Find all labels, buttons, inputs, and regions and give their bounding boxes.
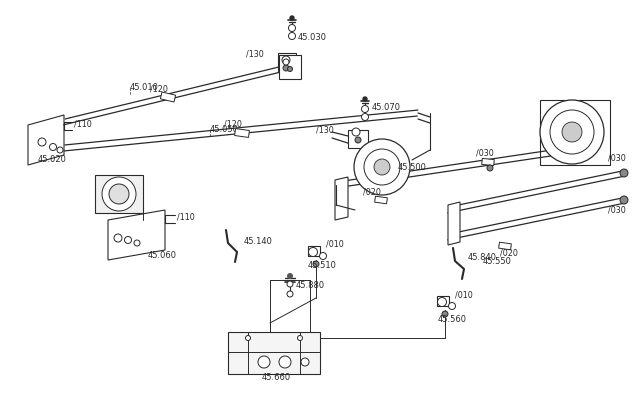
Circle shape — [134, 240, 140, 246]
Circle shape — [540, 100, 604, 164]
Circle shape — [287, 291, 293, 297]
Circle shape — [283, 59, 289, 65]
Polygon shape — [160, 92, 176, 102]
Circle shape — [320, 252, 327, 260]
Circle shape — [109, 184, 129, 204]
Circle shape — [487, 165, 493, 171]
Circle shape — [354, 139, 410, 195]
Text: /030: /030 — [476, 148, 494, 158]
Polygon shape — [235, 128, 249, 138]
Circle shape — [449, 302, 455, 310]
Bar — [348, 130, 368, 148]
Polygon shape — [540, 100, 610, 165]
Circle shape — [246, 336, 251, 340]
Circle shape — [114, 234, 122, 242]
Text: 45.140: 45.140 — [244, 238, 273, 246]
Circle shape — [363, 97, 367, 101]
Circle shape — [125, 236, 132, 244]
Text: 45.060: 45.060 — [148, 250, 177, 260]
Circle shape — [437, 298, 446, 306]
Circle shape — [289, 24, 296, 32]
Text: /030: /030 — [608, 154, 626, 162]
Text: 45.030: 45.030 — [298, 32, 327, 42]
Bar — [95, 175, 143, 213]
Text: /130: /130 — [246, 50, 264, 58]
Polygon shape — [482, 158, 494, 166]
Text: 45.020: 45.020 — [38, 156, 67, 164]
Circle shape — [283, 65, 289, 71]
Circle shape — [352, 128, 360, 136]
Text: /120: /120 — [150, 84, 168, 94]
Text: 45.550: 45.550 — [483, 258, 512, 266]
Circle shape — [620, 196, 628, 204]
Circle shape — [620, 169, 628, 177]
Circle shape — [301, 358, 309, 366]
Circle shape — [38, 138, 46, 146]
Text: 45.660: 45.660 — [262, 374, 291, 382]
Circle shape — [279, 356, 291, 368]
Text: 45.070: 45.070 — [372, 104, 401, 112]
Text: 45.840: 45.840 — [468, 254, 497, 262]
Circle shape — [364, 149, 400, 185]
Bar — [279, 55, 301, 79]
Circle shape — [289, 32, 296, 40]
Polygon shape — [375, 196, 387, 204]
Circle shape — [562, 122, 582, 142]
Text: /130: /130 — [316, 126, 334, 134]
Bar — [228, 332, 320, 374]
Polygon shape — [108, 210, 165, 260]
Bar — [437, 296, 449, 306]
Text: /030: /030 — [608, 206, 626, 214]
Circle shape — [282, 56, 290, 64]
Polygon shape — [28, 115, 64, 165]
Circle shape — [290, 16, 294, 20]
Text: 45.010: 45.010 — [130, 84, 159, 92]
Circle shape — [287, 281, 293, 287]
Polygon shape — [448, 202, 460, 245]
Text: /120: /120 — [224, 120, 242, 128]
Text: 45.880: 45.880 — [296, 280, 325, 290]
Circle shape — [57, 147, 63, 153]
Polygon shape — [335, 177, 348, 220]
Text: 45.050: 45.050 — [210, 126, 239, 134]
Text: 45.560: 45.560 — [438, 316, 467, 324]
Text: /110: /110 — [74, 120, 92, 128]
Circle shape — [442, 311, 448, 317]
Text: /010: /010 — [455, 290, 473, 300]
Circle shape — [298, 336, 302, 340]
Circle shape — [374, 159, 390, 175]
Circle shape — [102, 177, 136, 211]
Circle shape — [361, 106, 368, 112]
Text: /020: /020 — [363, 188, 381, 196]
Circle shape — [309, 248, 318, 256]
Circle shape — [361, 114, 368, 120]
Bar — [278, 53, 296, 71]
Text: 45.510: 45.510 — [308, 262, 337, 270]
Text: /010: /010 — [326, 240, 344, 248]
Text: /020: /020 — [500, 248, 518, 258]
Text: /110: /110 — [177, 212, 195, 222]
Polygon shape — [498, 242, 511, 250]
Circle shape — [550, 110, 594, 154]
Circle shape — [287, 274, 293, 278]
Circle shape — [355, 137, 361, 143]
Circle shape — [50, 144, 57, 150]
Circle shape — [313, 261, 319, 267]
Text: 45.500: 45.500 — [398, 164, 427, 172]
Bar — [308, 246, 320, 256]
Circle shape — [287, 66, 293, 72]
Circle shape — [258, 356, 270, 368]
